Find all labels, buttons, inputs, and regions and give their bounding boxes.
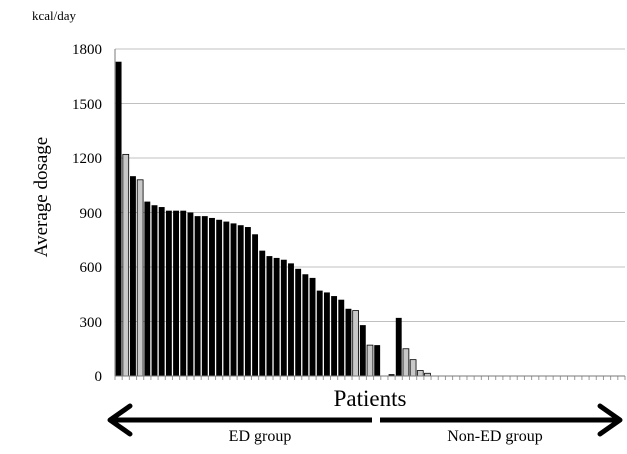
bar-black [151, 205, 158, 376]
bar-black [338, 299, 345, 376]
bar-black [244, 227, 251, 376]
y-tick-label: 1800 [72, 42, 102, 58]
bar-black [266, 256, 273, 376]
bar-black [115, 61, 122, 376]
bar-black [252, 234, 259, 376]
x-axis-title: Patients [333, 386, 407, 411]
bar-black [395, 317, 402, 376]
ed-group-arrow [107, 403, 372, 437]
bar-black [295, 268, 302, 376]
bar-black [259, 250, 266, 376]
ed-group-label: ED group [228, 428, 292, 445]
y-tick-label: 300 [79, 315, 103, 331]
bar-black [273, 257, 280, 376]
bar-black [194, 216, 201, 376]
bar-black [237, 225, 244, 376]
bar-black [309, 277, 316, 376]
bar-black [130, 176, 136, 376]
bar-black [230, 223, 237, 376]
y-tick-label: 0 [94, 369, 103, 385]
non-ed-group-label: Non-ED group [447, 428, 543, 445]
non-ed-group-arrow [380, 403, 623, 437]
y-axis-unit-label: kcal/day [32, 8, 77, 23]
bar-black [345, 308, 352, 376]
bar-black [173, 210, 179, 376]
bar-black [316, 290, 323, 376]
bar-black [187, 212, 194, 376]
y-tick-label: 600 [79, 260, 103, 276]
bar-black [201, 216, 208, 376]
y-tick-label: 1500 [72, 97, 102, 113]
y-tick-label: 900 [79, 206, 103, 222]
bar-black [223, 221, 230, 376]
bar-black [165, 210, 172, 376]
bar-black [144, 201, 151, 376]
bar-black [209, 217, 215, 376]
bar-black [280, 259, 287, 376]
bar-black [288, 263, 294, 376]
bar-black [323, 292, 330, 376]
bar-black [302, 274, 309, 376]
bar-black [180, 210, 187, 376]
bar-black [331, 296, 338, 376]
bar-black [374, 345, 381, 376]
y-tick-label: 1200 [72, 151, 102, 167]
bar-black [388, 374, 395, 376]
bar-black [359, 325, 366, 376]
bar-black [216, 219, 223, 376]
bar-black [158, 207, 165, 376]
